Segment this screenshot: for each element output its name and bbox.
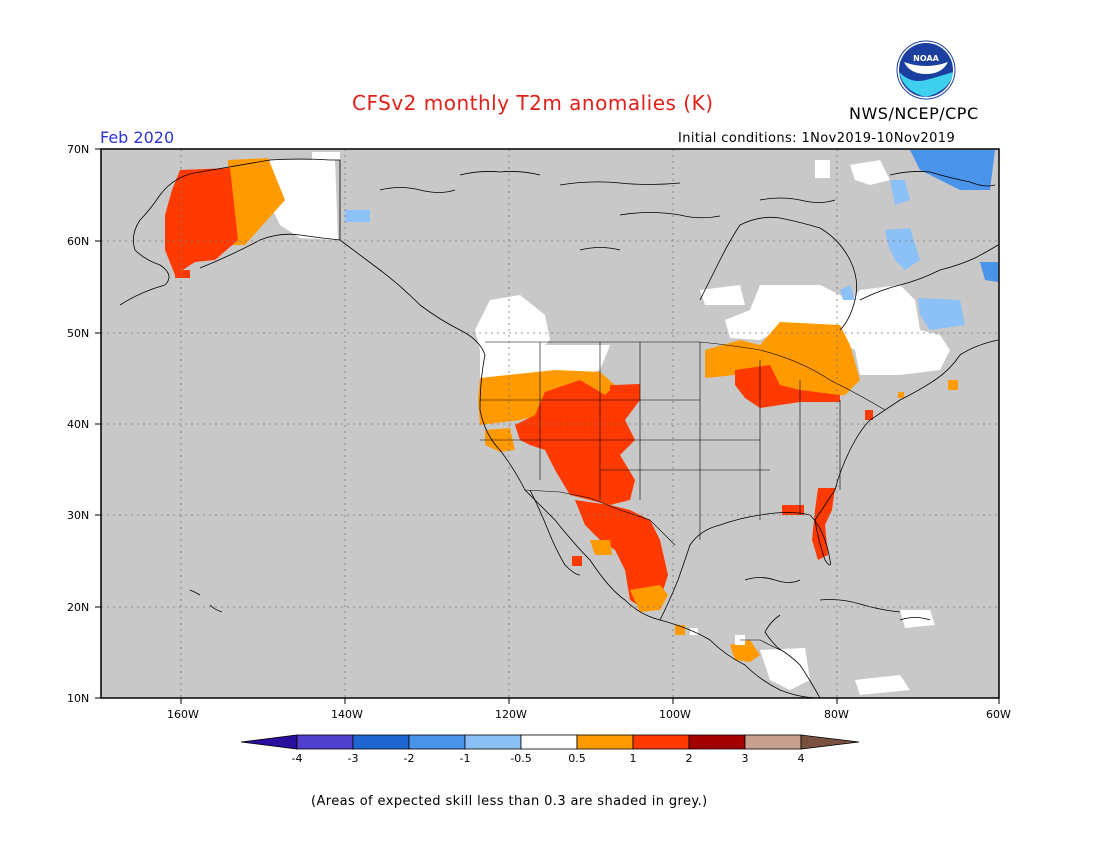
- colorbar-arrow-right: [800, 734, 860, 750]
- lon-label-120w: 120W: [495, 708, 527, 721]
- colorbar-label: 2: [685, 752, 693, 765]
- valid-month-label: Feb 2020: [100, 128, 175, 147]
- coastlines: [119, 158, 999, 698]
- agency-label: NWS/NCEP/CPC: [849, 104, 979, 123]
- colorbar-segment: [744, 734, 802, 750]
- lat-label-20n: 20N: [67, 601, 90, 614]
- central-america-anomaly: [730, 610, 935, 695]
- colorbar-segment: [464, 734, 522, 750]
- colorbar-segment: [688, 734, 746, 750]
- lat-label-60n: 60N: [67, 235, 90, 248]
- colorbar-segment: [632, 734, 690, 750]
- great-lakes-anomaly: [700, 285, 958, 420]
- colorbar-segment: [576, 734, 634, 750]
- lat-label-10n: 10N: [67, 692, 90, 705]
- colorbar-label: -0.5: [510, 752, 532, 765]
- colorbar-label: -3: [347, 752, 359, 765]
- colorbar-label: -1: [459, 752, 471, 765]
- colorbar-label: 3: [741, 752, 749, 765]
- colorbar-arrow-left: [240, 734, 298, 750]
- colorbar-label: -2: [403, 752, 415, 765]
- colorbar-label: 0.5: [568, 752, 586, 765]
- gridlines: [101, 149, 999, 698]
- noaa-logo: NOAA: [896, 40, 956, 100]
- lat-label-30n: 30N: [67, 509, 90, 522]
- logo-text: NOAA: [913, 54, 939, 63]
- lon-label-140w: 140W: [331, 708, 363, 721]
- colorbar-segment: [408, 734, 466, 750]
- chart-title: CFSv2 monthly T2m anomalies (K): [352, 91, 714, 115]
- lon-label-60w: 60W: [986, 708, 1011, 721]
- lat-label-50n: 50N: [67, 327, 90, 340]
- borders: [480, 341, 886, 651]
- colorbar-segment: [520, 734, 578, 750]
- skill-note: (Areas of expected skill less than 0.3 a…: [311, 794, 708, 809]
- initial-conditions-label: Initial conditions: 1Nov2019-10Nov2019: [678, 131, 956, 146]
- lon-label-80w: 80W: [824, 708, 849, 721]
- lat-label-70n: 70N: [67, 143, 90, 156]
- lat-label-40n: 40N: [67, 418, 90, 431]
- colorbar-label: -4: [291, 752, 303, 765]
- colorbar-segment: [296, 734, 354, 750]
- lon-label-160w: 160W: [167, 708, 199, 721]
- colorbar-label: 1: [629, 752, 637, 765]
- colorbar-label: 4: [797, 752, 805, 765]
- southeast-anomaly: [782, 488, 835, 560]
- east-canada-anomaly: [840, 150, 998, 330]
- west-us-anomaly: [478, 370, 698, 635]
- lon-label-100w: 100W: [659, 708, 691, 721]
- colorbar-segment: [352, 734, 410, 750]
- alaska-anomaly: [165, 152, 830, 278]
